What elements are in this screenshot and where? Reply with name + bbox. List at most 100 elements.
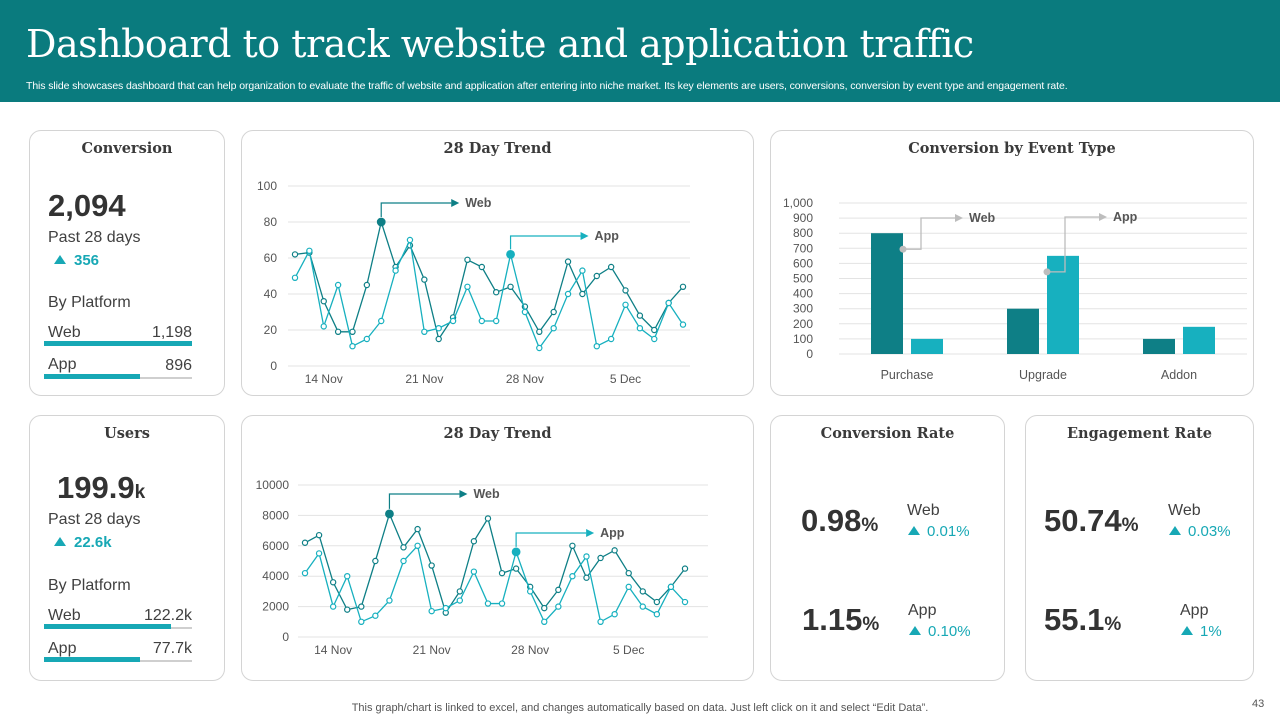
users-web-bar <box>44 624 172 629</box>
category-label: Purchase <box>881 368 934 382</box>
conversion-app-label: App <box>48 356 77 373</box>
users-app-label: App <box>48 640 77 657</box>
data-point-app <box>625 583 632 591</box>
data-point-web <box>464 256 471 264</box>
y-tick-label: 800 <box>793 226 813 240</box>
page-subtitle: This slide showcases dashboard that can … <box>26 80 1068 92</box>
up-arrow-icon <box>1181 626 1193 635</box>
data-point-web <box>536 328 543 335</box>
data-point-app <box>653 610 661 618</box>
data-point-app <box>291 274 299 281</box>
conversion-rate-title: Conversion Rate <box>820 425 955 442</box>
conversion-web-value: 1,198 <box>151 324 192 341</box>
data-point-app <box>536 344 543 352</box>
data-point-web <box>636 312 644 319</box>
y-tick-label: 20 <box>264 323 278 337</box>
data-point-web <box>550 308 557 316</box>
data-point-app <box>414 542 421 550</box>
data-point-web <box>541 604 548 612</box>
data-point-app <box>526 588 534 595</box>
data-point-app <box>363 335 371 343</box>
data-point-app <box>651 335 658 343</box>
y-tick-label: 80 <box>264 215 278 229</box>
bar-app-upgrade <box>1047 255 1079 354</box>
conversion-title: Conversion <box>81 140 173 157</box>
conversion-period: Past 28 days <box>48 229 141 246</box>
y-tick-label: 600 <box>793 256 813 270</box>
data-point-app <box>597 618 604 625</box>
data-point-app <box>555 603 562 610</box>
up-arrow-icon <box>54 537 66 546</box>
data-point-web <box>679 283 687 290</box>
data-point-web <box>564 258 572 265</box>
data-point-app <box>301 569 309 577</box>
y-tick-label: 2000 <box>262 600 289 614</box>
data-point-web <box>358 603 365 610</box>
data-point-web <box>583 574 590 581</box>
series-label-web: Web <box>473 487 500 501</box>
engagement-rate-web-delta: 0.03% <box>1169 523 1231 540</box>
data-point-web <box>622 287 629 294</box>
data-point-app <box>358 618 365 625</box>
data-point-web <box>597 554 604 562</box>
engagement-rate-web-value: 50.74% <box>1044 503 1139 538</box>
data-point-app <box>315 550 323 557</box>
annotation-connector <box>388 493 460 509</box>
data-point-app <box>386 597 393 604</box>
data-point-app <box>464 283 471 290</box>
data-point-web <box>291 251 299 258</box>
data-point-web <box>320 297 327 305</box>
data-point-app <box>579 267 586 274</box>
data-point-app <box>400 557 407 565</box>
data-point-app <box>622 301 629 308</box>
data-point-app <box>607 335 615 343</box>
conversion-trend-title: 28 Day Trend <box>443 140 552 157</box>
data-point-app <box>442 604 449 612</box>
data-point-web <box>593 272 600 280</box>
series-label-web: Web <box>465 196 492 210</box>
users-web-label: Web <box>48 607 81 624</box>
data-point-app <box>498 600 506 607</box>
data-point-app <box>306 247 313 255</box>
data-point-app <box>334 281 342 289</box>
y-tick-label: 6000 <box>262 539 289 553</box>
arrow-icon <box>580 232 589 240</box>
data-point-web <box>315 531 323 539</box>
data-point-web <box>492 288 500 296</box>
conversion-by-platform: By Platform <box>48 294 131 311</box>
data-point-app <box>435 324 442 332</box>
arrow-icon <box>586 529 595 537</box>
arrow-icon <box>955 214 963 222</box>
category-label: Upgrade <box>1019 368 1067 382</box>
data-point-app <box>681 598 689 606</box>
data-point-app <box>521 308 529 316</box>
engagement-rate-web-label: Web <box>1168 502 1201 519</box>
y-tick-label: 100 <box>793 332 813 346</box>
footer-note: This graph/chart is linked to excel, and… <box>351 702 929 714</box>
engagement-rate-panel: Engagement Rate 50.74% Web 0.03% 55.1% A… <box>1025 415 1254 681</box>
data-point-app <box>344 572 351 580</box>
data-point-web <box>611 547 618 554</box>
conversion-web-bar <box>44 341 192 346</box>
x-tick-label: 5 Dec <box>610 372 641 386</box>
conversion-trend-chart: 0 20 40 60 80 100 14 Nov 21 Nov 28 Nov 5 Dec Web Ap… <box>257 179 690 386</box>
conversion-rate-app-value: 1.15% <box>802 602 880 637</box>
users-trend-chart: 0 2000 4000 6000 8000 10000 14 Nov 21 Nov 28 Nov… <box>256 478 708 657</box>
page-title: Dashboard to track website and applicati… <box>26 22 974 66</box>
event-type-title: Conversion by Event Type <box>908 140 1116 157</box>
x-tick-label: 28 Nov <box>511 643 549 657</box>
users-by-platform: By Platform <box>48 577 131 594</box>
header-banner: Dashboard to track website and applicati… <box>0 0 1280 102</box>
category-label: Addon <box>1161 368 1197 382</box>
data-point-app <box>550 324 557 332</box>
data-point-app <box>583 553 590 560</box>
users-title: Users <box>104 425 150 442</box>
data-point-app <box>484 600 492 607</box>
annotation-connector <box>380 202 452 217</box>
data-point-app <box>392 267 399 274</box>
series-line-web <box>294 219 684 341</box>
data-point-app <box>665 299 672 307</box>
event-type-panel: Conversion by Event Type 0 100 200 300 400 50… <box>770 130 1254 396</box>
bar-web-purchase <box>871 233 903 354</box>
